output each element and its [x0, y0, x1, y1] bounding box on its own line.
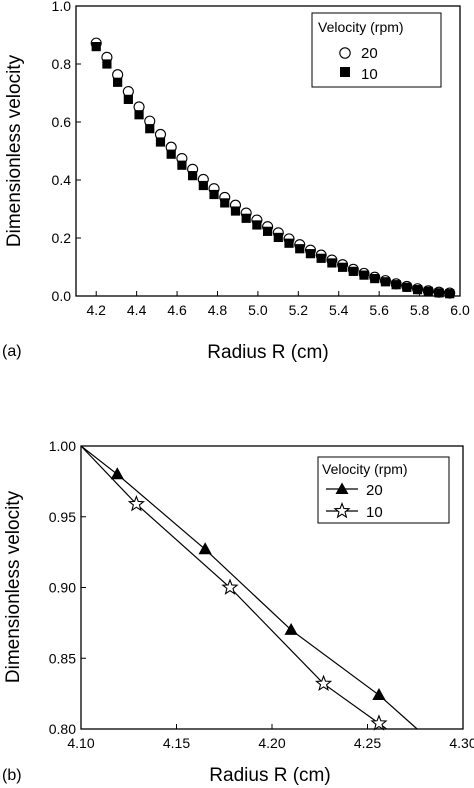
panel-a: 4.2 4.4 4.6 4.8 5.0 5.2 5.4 5.6 5.8 6.0 0.0 0.2 0.4…: [2, 0, 470, 363]
data-point-10: [177, 160, 187, 170]
data-point-10: [284, 238, 294, 248]
data-point-10: [370, 714, 388, 731]
panel-b-legend-label-20: 20: [366, 482, 383, 499]
panel-a-legend-title: Velocity (rpm): [318, 19, 404, 35]
y-tick-label: 1.0: [52, 0, 72, 14]
y-tick-label: 0.2: [52, 230, 72, 246]
data-point-20: [284, 622, 298, 635]
panel-b-legend-marker-20: [335, 482, 349, 494]
panel-a-label: (a): [2, 343, 22, 360]
data-point-10: [305, 249, 316, 259]
data-point-10: [337, 262, 348, 272]
data-point-10: [391, 280, 401, 290]
data-point-10: [262, 226, 273, 236]
y-tick-label: 0.85: [49, 650, 76, 666]
panel-a-series-10: [91, 42, 455, 299]
panel-a-y-axis: 0.0 0.2 0.4 0.6 0.8 1.0: [52, 0, 81, 304]
data-point-10: [230, 206, 241, 216]
x-tick-label: 4.4: [127, 302, 147, 318]
panel-b-legend-label-10: 10: [366, 504, 383, 521]
panel-b-series-10: [80, 445, 388, 731]
panel-a-legend-label-20: 20: [361, 45, 378, 62]
x-tick-label: 5.8: [410, 302, 430, 318]
data-point-10: [123, 94, 133, 104]
data-point-10: [145, 124, 155, 134]
panel-a-legend-marker-10: [340, 67, 350, 77]
x-tick-label: 4.30: [449, 735, 474, 751]
panel-b-x-axis-label: Radius R (cm): [209, 765, 330, 786]
panel-b-series-20: [80, 445, 418, 730]
data-point-10: [252, 220, 262, 230]
y-tick-label: 0.0: [52, 288, 72, 304]
data-point-10: [273, 232, 283, 243]
panel-a-plot-frame: [75, 5, 461, 297]
data-point-10: [91, 42, 101, 52]
x-tick-label: 5.4: [329, 302, 349, 318]
y-tick-label: 0.4: [52, 172, 72, 188]
x-tick-label: 4.8: [208, 302, 228, 318]
data-point-10: [348, 266, 358, 276]
panel-b-legend-title: Velocity (rpm): [322, 461, 408, 477]
data-point-10: [314, 674, 333, 692]
data-point-10: [402, 282, 412, 292]
data-point-20: [372, 688, 386, 700]
y-tick-label: 0.6: [52, 114, 72, 130]
panel-b-legend: Velocity (rpm) 20 10: [317, 456, 450, 524]
panel-a-y-axis-label: Dimensionless velocity: [4, 54, 25, 247]
data-point-10: [198, 180, 208, 191]
x-tick-label: 5.2: [289, 302, 309, 318]
x-tick-label: 4.2: [86, 302, 106, 318]
data-point-10: [241, 213, 251, 223]
panel-a-x-axis-label: Radius R (cm): [207, 342, 328, 363]
y-tick-label: 0.8: [52, 56, 72, 72]
data-point-10: [316, 253, 326, 263]
data-point-10: [134, 110, 144, 120]
panel-b-y-axis: 0.80 0.85 0.90 0.95 1.00: [49, 438, 86, 737]
data-point-10: [220, 198, 230, 208]
panel-b-x-axis: 4.10 4.15 4.20 4.25 4.30: [67, 724, 474, 751]
x-tick-label: 4.10: [67, 735, 94, 751]
data-point-10: [113, 77, 123, 87]
panel-a-legend-label-10: 10: [361, 66, 378, 83]
y-tick-label: 0.95: [49, 509, 76, 525]
y-tick-label: 0.90: [49, 580, 76, 596]
y-tick-label: 1.00: [49, 438, 76, 454]
x-tick-label: 5.0: [248, 302, 268, 318]
panel-b-label: (b): [2, 767, 22, 784]
panel-a-legend-box: [311, 12, 442, 88]
data-point-10: [412, 285, 423, 295]
data-point-10: [221, 578, 239, 595]
data-point-10: [102, 59, 112, 69]
panel-b-legend-marker-10: [333, 501, 351, 519]
data-point-10: [127, 494, 145, 512]
x-tick-label: 6.0: [450, 302, 470, 318]
data-point-10: [434, 288, 444, 298]
data-point-10: [370, 274, 380, 284]
data-point-10: [359, 270, 369, 280]
series-line-20: [80, 445, 418, 730]
panel-b: 4.10 4.15 4.20 4.25 4.30 0.80 0.85 0.90 0.95 1.0…: [2, 438, 474, 786]
data-point-20: [110, 467, 124, 480]
x-tick-label: 4.25: [354, 735, 381, 751]
data-point-10: [445, 289, 455, 299]
x-tick-label: 4.6: [167, 302, 187, 318]
data-point-10: [423, 286, 433, 296]
data-point-10: [327, 258, 337, 268]
panel-a-x-axis: 4.2 4.4 4.6 4.8 5.0 5.2 5.4 5.6 5.8 6.0: [86, 291, 470, 318]
panel-a-legend: Velocity (rpm) 20 10: [311, 12, 442, 88]
data-point-10: [295, 244, 305, 254]
data-point-10: [380, 277, 391, 287]
data-point-10: [209, 189, 219, 200]
panel-a-legend-marker-20: [339, 47, 351, 59]
x-tick-label: 4.15: [163, 735, 190, 751]
y-tick-label: 0.80: [49, 721, 76, 737]
data-point-20: [198, 542, 212, 555]
panel-b-y-axis-label: Dimensionless velocity: [3, 490, 24, 683]
data-point-10: [166, 149, 176, 159]
data-point-10: [155, 137, 166, 147]
x-tick-label: 4.20: [258, 735, 285, 751]
x-tick-label: 5.6: [369, 302, 389, 318]
data-point-10: [188, 171, 198, 181]
